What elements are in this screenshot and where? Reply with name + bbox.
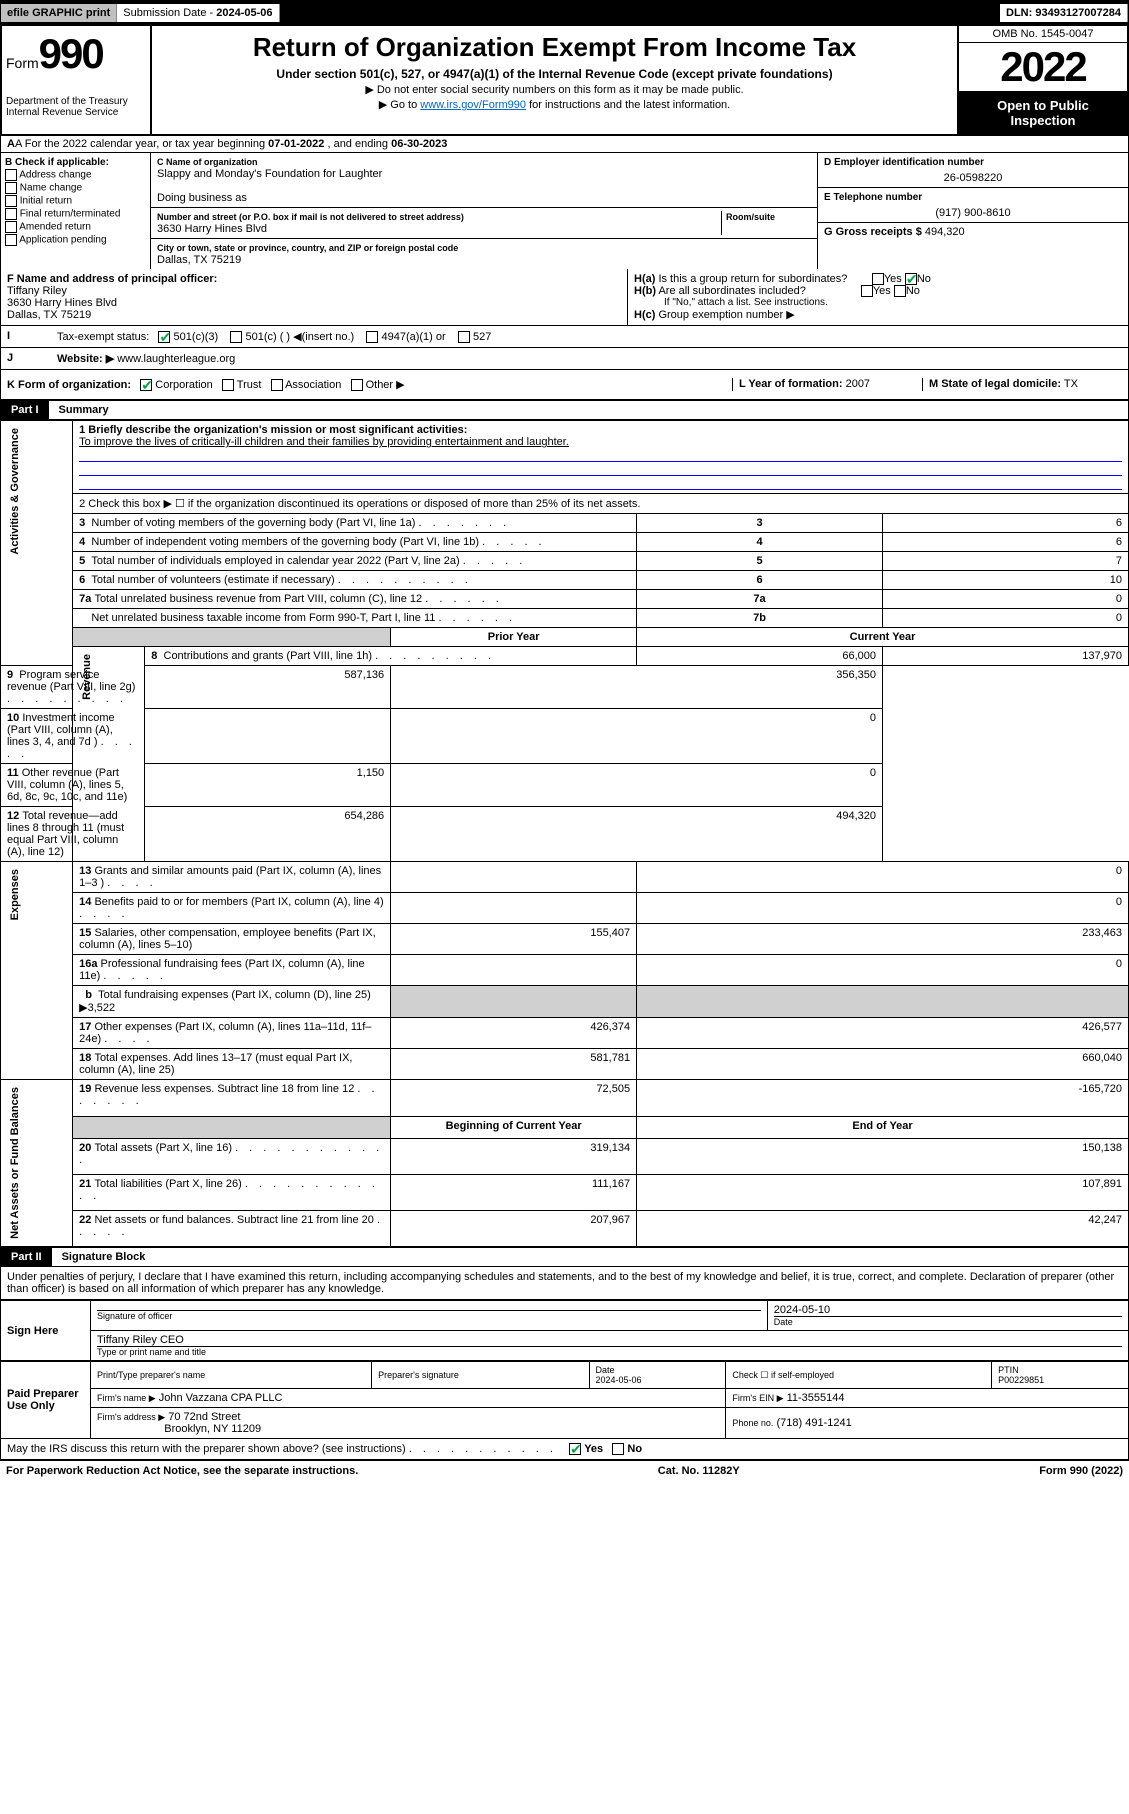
form-number-box: Form990 Department of the Treasury Inter… — [2, 26, 152, 134]
part2-header: Part II Signature Block — [0, 1247, 1129, 1267]
footer: For Paperwork Reduction Act Notice, see … — [0, 1460, 1129, 1481]
top-bar: efile GRAPHIC print Submission Date - 20… — [0, 0, 1129, 26]
may-irs-discuss: May the IRS discuss this return with the… — [0, 1439, 1129, 1460]
summary-row: Net unrelated business taxable income fr… — [1, 609, 1129, 628]
summary-row: 4 Number of independent voting members o… — [1, 533, 1129, 552]
summary-table: Activities & Governance 1 Briefly descri… — [0, 420, 1129, 1247]
form-header: Form990 Department of the Treasury Inter… — [0, 26, 1129, 136]
part1-header: Part I Summary — [0, 400, 1129, 420]
row-f-h: F Name and address of principal officer:… — [0, 269, 1129, 326]
col-b-checkboxes: B Check if applicable: Address change Na… — [1, 153, 151, 269]
row-a-tax-year: AA For the 2022 calendar year, or tax ye… — [0, 136, 1129, 153]
irs-link[interactable]: www.irs.gov/Form990 — [420, 99, 526, 111]
summary-row: 3 Number of voting members of the govern… — [1, 514, 1129, 533]
form-title: Return of Organization Exempt From Incom… — [160, 32, 949, 63]
main-info-grid: B Check if applicable: Address change Na… — [0, 153, 1129, 269]
efile-label[interactable]: efile GRAPHIC print — [1, 4, 117, 22]
row-j-website: J Website: ▶ www.laughterleague.org — [0, 348, 1129, 370]
penalties-text: Under penalties of perjury, I declare th… — [0, 1267, 1129, 1300]
row-k-l-m: K Form of organization: Corporation Trus… — [0, 370, 1129, 400]
summary-row: 5 Total number of individuals employed i… — [1, 552, 1129, 571]
form-title-box: Return of Organization Exempt From Incom… — [152, 26, 957, 134]
col-c-org-info: C Name of organizationSlappy and Monday'… — [151, 153, 818, 269]
year-box: OMB No. 1545-0047 2022 Open to Public In… — [957, 26, 1127, 134]
summary-row: 7a Total unrelated business revenue from… — [1, 590, 1129, 609]
sign-here-table: Sign Here Signature of officer 2024-05-1… — [0, 1300, 1129, 1361]
dln: DLN: 93493127007284 — [1000, 4, 1128, 22]
submission-date: Submission Date - 2024-05-06 — [117, 4, 279, 22]
paid-preparer-table: Paid Preparer Use Only Print/Type prepar… — [0, 1361, 1129, 1439]
row-i-tax-status: I Tax-exempt status: 501(c)(3) 501(c) ( … — [0, 326, 1129, 348]
col-right-info: D Employer identification number26-05982… — [818, 153, 1128, 269]
summary-row: 6 Total number of volunteers (estimate i… — [1, 571, 1129, 590]
